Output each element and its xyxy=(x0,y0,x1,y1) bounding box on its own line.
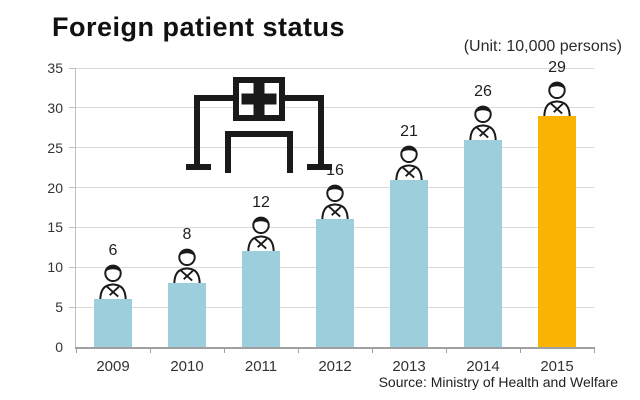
bar-value-label-2011: 12 xyxy=(252,194,270,211)
bar-2014 xyxy=(464,140,502,347)
hospital-cross-icon xyxy=(186,76,332,181)
y-axis-label-10: 10 xyxy=(47,259,63,276)
y-tick xyxy=(69,147,75,149)
chart-title: Foreign patient status xyxy=(52,12,346,42)
x-tick xyxy=(445,347,447,353)
x-tick xyxy=(593,347,595,353)
x-tick xyxy=(519,347,521,353)
bar-value-label-2009: 6 xyxy=(108,242,118,259)
x-tick xyxy=(75,347,77,353)
bar-2013 xyxy=(390,180,428,347)
unit-label: (Unit: 10,000 persons) xyxy=(463,38,622,55)
x-tick xyxy=(223,347,225,353)
y-tick xyxy=(69,306,75,308)
plot-area: 6 2009 8 2010 12 2011 16 2012 xyxy=(69,59,595,375)
y-axis-label-35: 35 xyxy=(47,60,63,76)
y-axis-label-25: 25 xyxy=(47,139,63,156)
y-tick xyxy=(69,187,75,189)
gridline-30 xyxy=(76,107,594,109)
bar-2009 xyxy=(94,299,132,347)
doctor-icon xyxy=(467,103,499,147)
x-tick xyxy=(371,347,373,353)
x-axis-label-2015: 2015 xyxy=(540,358,574,375)
bar-value-label-2013: 21 xyxy=(400,123,418,140)
x-tick xyxy=(297,347,299,353)
bar-value-label-2014: 26 xyxy=(474,83,492,100)
bar-2010 xyxy=(168,283,206,347)
bar-value-label-2012: 16 xyxy=(326,162,344,179)
x-axis-label-2011: 2011 xyxy=(244,358,278,375)
doctor-icon xyxy=(97,262,129,306)
bar-2011 xyxy=(242,251,280,347)
bar-2012 xyxy=(316,219,354,347)
bar-value-label-2015: 29 xyxy=(548,59,566,76)
y-tick xyxy=(69,67,75,69)
x-axis-label-2013: 2013 xyxy=(392,358,426,375)
x-axis-label-2009: 2009 xyxy=(96,358,130,375)
y-axis-label-20: 20 xyxy=(47,179,63,196)
gridline-35 xyxy=(76,67,594,69)
doctor-icon xyxy=(171,246,203,290)
source-label: Source: Ministry of Health and Welfare xyxy=(378,374,618,390)
y-axis-label-15: 15 xyxy=(47,219,63,236)
x-tick xyxy=(149,347,151,353)
x-axis-label-2014: 2014 xyxy=(466,358,500,375)
y-tick xyxy=(69,226,75,228)
doctor-icon xyxy=(393,143,425,187)
doctor-icon xyxy=(245,214,277,258)
y-tick xyxy=(69,107,75,109)
doctor-icon xyxy=(541,79,573,123)
x-axis-label-2012: 2012 xyxy=(318,358,352,375)
doctor-icon xyxy=(319,182,351,226)
bar-value-label-2010: 8 xyxy=(182,226,192,243)
y-axis-label-0: 0 xyxy=(55,339,63,355)
x-axis-line xyxy=(75,347,595,349)
y-tick xyxy=(69,266,75,268)
bar-2015 xyxy=(538,116,576,347)
y-axis-label-30: 30 xyxy=(47,99,63,116)
y-axis-label-5: 5 xyxy=(55,299,63,316)
gridline-25 xyxy=(76,147,594,149)
x-axis-label-2010: 2010 xyxy=(170,358,204,375)
